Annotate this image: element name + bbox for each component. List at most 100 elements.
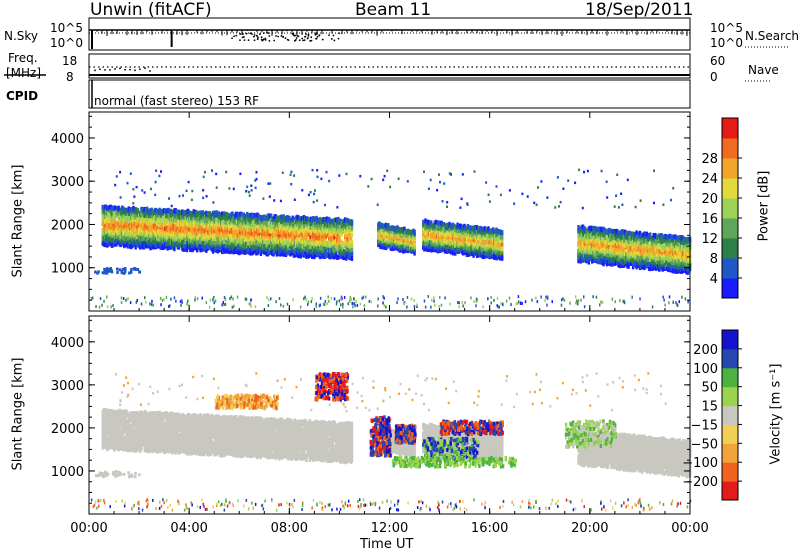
range-gate-cell bbox=[299, 253, 302, 259]
range-gate-cell bbox=[107, 220, 110, 226]
range-gate-cell bbox=[635, 230, 638, 236]
range-gate-cell bbox=[167, 244, 170, 250]
range-gate-cell bbox=[627, 263, 630, 269]
noise-scatter-point bbox=[253, 34, 256, 36]
range-gate-cell bbox=[114, 212, 117, 218]
range-gate-cell bbox=[285, 246, 289, 252]
nave-scatter-point bbox=[129, 68, 131, 71]
range-gate-cell bbox=[166, 216, 169, 222]
range-gate-cell bbox=[603, 227, 606, 233]
range-gate-cell bbox=[158, 207, 161, 213]
noise-scatter-point bbox=[282, 36, 285, 38]
range-gate-cell bbox=[161, 215, 165, 221]
noise-scatter-point bbox=[310, 36, 313, 39]
range-gate-cell bbox=[339, 218, 342, 224]
range-gate-cell bbox=[145, 206, 149, 212]
range-gate-cell bbox=[285, 238, 289, 243]
range-gate-cell bbox=[347, 249, 350, 255]
range-gate-cell bbox=[232, 233, 235, 239]
range-gate-cell bbox=[285, 242, 289, 248]
range-gate-cell bbox=[405, 236, 408, 242]
range-gate-cell bbox=[339, 251, 342, 257]
noise-scatter-point bbox=[245, 32, 248, 35]
nave-tick-bottom: 0 bbox=[710, 70, 718, 84]
range-gate-cell bbox=[436, 242, 440, 248]
range-gate-cell bbox=[244, 223, 248, 229]
nave-scatter-point bbox=[109, 68, 111, 71]
range-gate-cell bbox=[291, 240, 294, 246]
range-gate-cell bbox=[480, 234, 483, 240]
range-gate-cell bbox=[444, 223, 448, 229]
range-gate-cell bbox=[196, 247, 199, 253]
noise-scatter-point bbox=[292, 33, 295, 35]
range-gate-cell bbox=[244, 241, 248, 247]
freq-tick-bottom: 8 bbox=[66, 70, 74, 84]
range-gate-cell bbox=[308, 252, 312, 258]
noise-scatter-point bbox=[280, 35, 283, 37]
noise-scatter-point bbox=[264, 38, 267, 41]
range-gate-cell bbox=[117, 208, 120, 214]
range-gate-cell bbox=[430, 220, 433, 226]
range-gate-cell bbox=[276, 225, 280, 231]
range-gate-cell bbox=[331, 223, 334, 229]
range-gate-cell bbox=[340, 231, 343, 237]
date-title: 18/Sep/2011 bbox=[585, 0, 694, 20]
range-gate-cell bbox=[183, 228, 186, 234]
range-gate-cell bbox=[265, 230, 268, 236]
range-gate-cell bbox=[107, 211, 110, 217]
range-gate-cell bbox=[307, 217, 310, 223]
range-gate-cell bbox=[311, 228, 314, 234]
noise-scatter-point bbox=[239, 39, 241, 41]
range-gate-cell bbox=[230, 215, 233, 221]
noise-scatter-point bbox=[273, 39, 276, 42]
range-gate-cell bbox=[178, 232, 182, 238]
range-gate-cell bbox=[298, 242, 301, 247]
noise-scatter-point bbox=[307, 33, 310, 36]
range-gate-cell bbox=[270, 213, 273, 219]
noise-scatter-point bbox=[318, 34, 321, 37]
noise-scatter-point bbox=[260, 36, 263, 39]
range-gate-cell bbox=[202, 223, 206, 229]
range-gate-cell bbox=[192, 222, 195, 228]
range-gate-cell bbox=[339, 224, 342, 230]
range-gate-cell bbox=[350, 247, 354, 252]
noise-scatter-point bbox=[267, 32, 269, 34]
range-gate-cell bbox=[598, 259, 602, 265]
range-gate-cell bbox=[239, 249, 242, 255]
range-gate-cell bbox=[107, 237, 110, 243]
range-gate-cell bbox=[265, 215, 268, 221]
noise-scatter-point bbox=[295, 37, 298, 39]
range-gate-cell bbox=[258, 230, 261, 236]
range-gate-cell bbox=[137, 221, 141, 227]
range-gate-cell bbox=[193, 245, 197, 251]
noise-scatter-point bbox=[305, 33, 308, 35]
noise-scatter-point bbox=[307, 37, 309, 39]
noise-scatter-point bbox=[262, 38, 265, 41]
range-gate-cell bbox=[331, 235, 334, 241]
noise-scatter-point bbox=[293, 39, 296, 42]
range-gate-cell bbox=[158, 236, 161, 242]
noise-scatter-point bbox=[242, 36, 245, 38]
range-gate-cell bbox=[153, 223, 157, 229]
range-gate-cell bbox=[472, 226, 475, 232]
range-gate-cell bbox=[184, 244, 187, 250]
range-gate-cell bbox=[384, 241, 388, 247]
range-gate-cell bbox=[480, 243, 483, 249]
range-gate-cell bbox=[403, 226, 406, 232]
nave-scatter-point bbox=[149, 70, 151, 72]
noise-scatter-point bbox=[284, 37, 287, 39]
range-gate-cell bbox=[119, 207, 123, 213]
noise-scatter-point bbox=[264, 37, 267, 40]
range-gate-cell bbox=[501, 241, 504, 247]
range-gate-cell bbox=[307, 220, 310, 226]
range-gate-cell bbox=[211, 248, 215, 254]
nave-scatter-point bbox=[144, 67, 146, 70]
range-gate-cell bbox=[480, 226, 483, 232]
range-gate-cell bbox=[619, 246, 622, 252]
range-gate-cell bbox=[493, 228, 496, 234]
range-gate-cell bbox=[173, 246, 176, 252]
noise-scatter-point bbox=[304, 35, 307, 38]
range-gate-cell bbox=[145, 213, 149, 218]
range-gate-cell bbox=[158, 215, 161, 221]
